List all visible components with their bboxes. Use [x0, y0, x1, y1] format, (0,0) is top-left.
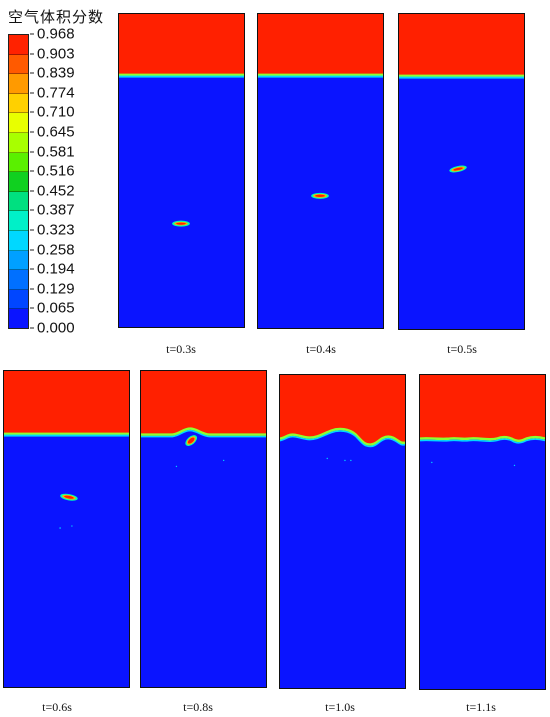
colorbar-band: [9, 54, 28, 75]
colorbar-tick-label: 0.645: [30, 124, 75, 141]
caption-t1-1: t=1.1s: [466, 700, 496, 714]
colorbar-tick-label: 0.516: [30, 163, 75, 180]
colorbar-band: [9, 230, 28, 251]
colorbar-tick-label: 0.839: [30, 65, 75, 82]
colorbar: [8, 34, 29, 329]
caption-t0-4: t=0.4s: [306, 342, 336, 356]
colorbar-band: [9, 93, 28, 114]
air-bubble: [172, 220, 190, 227]
caption-t0-3: t=0.3s: [166, 342, 196, 356]
colorbar-band: [9, 250, 28, 271]
colorbar-tick-label: 0.968: [30, 26, 75, 43]
colorbar-band: [9, 172, 28, 192]
caption-t0-8: t=0.8s: [183, 700, 213, 714]
caption-t0-5: t=0.5s: [447, 342, 477, 356]
panel-t0-8: [140, 370, 267, 688]
colorbar-band: [9, 74, 28, 94]
panel-t0-3: [118, 13, 245, 328]
colorbar-ticks: 0.968 0.903 0.839 0.774 0.710 0.645 0.581 0.516…: [30, 26, 100, 337]
colorbar-tick-label: 0.323: [30, 222, 75, 239]
legend-title: 空气体积分数: [8, 8, 105, 26]
colorbar-band: [9, 191, 28, 212]
panel-t0-5: [398, 13, 525, 330]
colorbar-tick-label: 0.903: [30, 45, 75, 62]
panel-t0-6: [3, 370, 130, 688]
colorbar-band: [9, 211, 28, 231]
colorbar-band: [9, 113, 28, 133]
panel-t1-1: [419, 374, 546, 690]
colorbar-band: [9, 289, 28, 310]
panel-t1-0: [279, 374, 406, 689]
colorbar-tick-label: 0.774: [30, 84, 75, 101]
colorbar-band: [9, 132, 28, 153]
colorbar-band: [9, 270, 28, 290]
colorbar-band: [9, 35, 28, 55]
air-bubble: [60, 493, 78, 501]
colorbar-tick-label: 0.129: [30, 280, 75, 297]
colorbar-tick-label: 0.258: [30, 241, 75, 258]
colorbar-tick-label: 0.065: [30, 300, 75, 317]
colorbar-tick-label: 0.710: [30, 104, 75, 121]
colorbar-band: [9, 152, 28, 173]
colorbar-tick-label: 0.387: [30, 202, 75, 219]
air-bubble: [449, 165, 467, 173]
colorbar-tick-label: 0.000: [30, 320, 75, 337]
colorbar-tick-label: 0.581: [30, 143, 75, 160]
colorbar-tick-label: 0.452: [30, 182, 75, 199]
colorbar-tick-label: 0.194: [30, 261, 75, 278]
air-bubble: [311, 192, 329, 199]
air-bubble: [185, 435, 198, 446]
caption-t1-0: t=1.0s: [325, 700, 355, 714]
colorbar-band: [9, 309, 28, 328]
caption-t0-6: t=0.6s: [42, 700, 72, 714]
panel-t0-4: [257, 13, 384, 329]
